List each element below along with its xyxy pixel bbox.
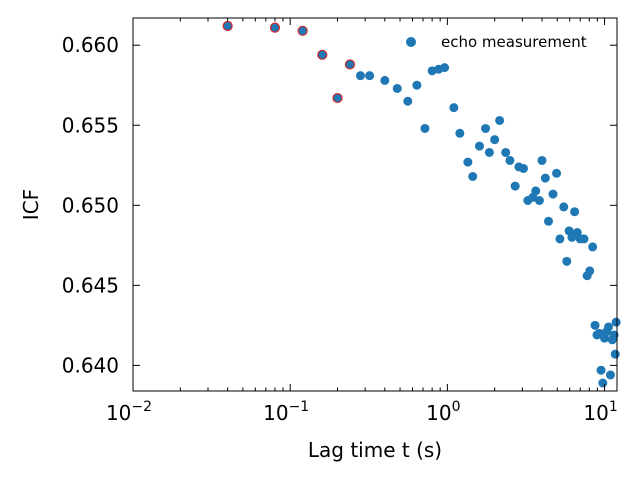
data-point bbox=[598, 378, 608, 388]
data-point bbox=[332, 92, 343, 104]
data-point bbox=[495, 115, 505, 125]
y-tick-label: 0.640 bbox=[62, 353, 119, 377]
data-point bbox=[344, 59, 356, 70]
data-point bbox=[610, 349, 620, 359]
data-point bbox=[544, 216, 554, 226]
legend-label: echo measurement bbox=[441, 33, 587, 51]
x-tick-exponent: −2 bbox=[131, 399, 152, 415]
data-point bbox=[481, 123, 491, 133]
data-point bbox=[355, 71, 365, 81]
data-point bbox=[518, 163, 528, 173]
x-tick-label: 10−2 bbox=[106, 399, 152, 425]
data-point bbox=[590, 320, 600, 330]
data-point bbox=[474, 141, 484, 151]
data-point bbox=[365, 71, 375, 81]
y-tick-label: 0.645 bbox=[62, 273, 119, 297]
data-point bbox=[412, 80, 422, 90]
data-point bbox=[463, 157, 473, 167]
data-point bbox=[579, 234, 589, 244]
y-axis-label: ICF bbox=[19, 189, 43, 220]
y-tick-label: 0.660 bbox=[62, 33, 119, 57]
data-point bbox=[501, 147, 511, 157]
data-point bbox=[380, 75, 390, 85]
data-point bbox=[449, 103, 459, 113]
data-point bbox=[552, 168, 562, 178]
data-point bbox=[570, 207, 580, 217]
data-point bbox=[440, 63, 450, 73]
data-point bbox=[611, 317, 621, 327]
data-point bbox=[455, 128, 465, 138]
data-point bbox=[585, 266, 595, 276]
data-point bbox=[269, 22, 281, 33]
data-points bbox=[222, 20, 621, 388]
data-point bbox=[609, 330, 619, 340]
data-point bbox=[555, 234, 565, 244]
data-point bbox=[222, 20, 233, 32]
y-tick-label: 0.655 bbox=[62, 113, 119, 137]
plot-frame bbox=[132, 17, 618, 392]
data-point bbox=[540, 173, 550, 183]
data-point bbox=[297, 25, 308, 36]
x-axis-label: Lag time t (s) bbox=[308, 438, 442, 462]
data-point bbox=[505, 155, 515, 165]
data-point bbox=[534, 195, 544, 205]
legend-marker bbox=[406, 37, 416, 47]
data-point bbox=[562, 256, 572, 266]
data-point bbox=[403, 96, 413, 106]
legend: echo measurement bbox=[406, 33, 587, 51]
data-point bbox=[559, 202, 569, 212]
data-point bbox=[605, 370, 615, 380]
x-tick-exponent: −1 bbox=[289, 399, 310, 415]
data-point bbox=[484, 147, 494, 157]
data-point bbox=[468, 171, 478, 181]
data-point bbox=[392, 83, 402, 93]
y-axis: 0.640 0.645 0.650 0.655 0.660 bbox=[62, 33, 617, 377]
x-tick-exponent: 0 bbox=[452, 399, 461, 415]
data-point bbox=[510, 181, 520, 191]
data-point bbox=[490, 135, 500, 145]
data-point bbox=[596, 365, 606, 375]
data-point bbox=[420, 123, 430, 133]
data-point bbox=[531, 186, 541, 196]
data-point bbox=[537, 155, 547, 165]
y-tick-label: 0.650 bbox=[62, 193, 119, 217]
data-point bbox=[604, 322, 614, 332]
data-point bbox=[548, 189, 558, 199]
x-tick-exponent: 1 bbox=[609, 399, 618, 415]
data-point bbox=[317, 49, 328, 60]
data-point bbox=[588, 242, 598, 252]
